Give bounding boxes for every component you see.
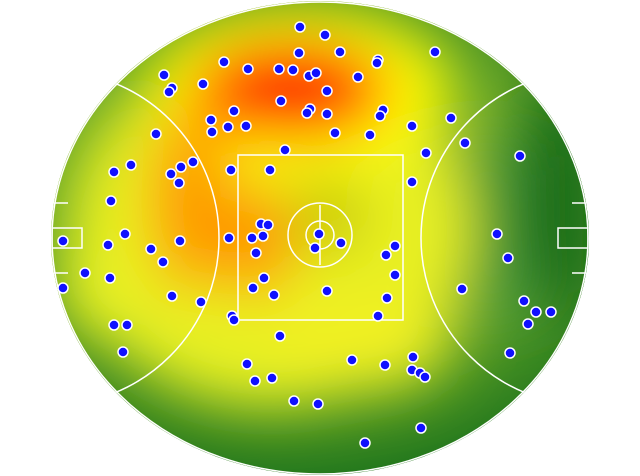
point bbox=[406, 176, 418, 188]
point bbox=[163, 86, 175, 98]
point bbox=[518, 295, 530, 307]
point bbox=[241, 358, 253, 370]
point bbox=[502, 252, 514, 264]
point bbox=[279, 144, 291, 156]
point bbox=[258, 272, 270, 284]
point bbox=[522, 318, 534, 330]
point bbox=[104, 272, 116, 284]
point bbox=[381, 292, 393, 304]
point bbox=[266, 372, 278, 384]
point bbox=[240, 120, 252, 132]
point bbox=[274, 330, 286, 342]
point bbox=[301, 107, 313, 119]
point bbox=[225, 164, 237, 176]
point bbox=[335, 237, 347, 249]
point bbox=[117, 346, 129, 358]
point bbox=[312, 398, 324, 410]
point bbox=[294, 21, 306, 33]
point bbox=[195, 296, 207, 308]
point bbox=[166, 290, 178, 302]
point bbox=[57, 282, 69, 294]
point bbox=[150, 128, 162, 140]
point bbox=[319, 29, 331, 41]
point bbox=[389, 240, 401, 252]
point bbox=[371, 57, 383, 69]
point bbox=[545, 306, 557, 318]
point bbox=[206, 126, 218, 138]
point bbox=[273, 63, 285, 75]
point bbox=[102, 239, 114, 251]
point bbox=[445, 112, 457, 124]
point bbox=[145, 243, 157, 255]
point bbox=[121, 319, 133, 331]
point bbox=[456, 283, 468, 295]
point bbox=[175, 161, 187, 173]
point bbox=[415, 422, 427, 434]
point bbox=[329, 127, 341, 139]
point bbox=[218, 56, 230, 68]
point bbox=[429, 46, 441, 58]
point bbox=[249, 375, 261, 387]
point bbox=[268, 289, 280, 301]
point bbox=[321, 85, 333, 97]
point bbox=[287, 64, 299, 76]
point bbox=[514, 150, 526, 162]
point bbox=[293, 47, 305, 59]
point bbox=[57, 235, 69, 247]
point bbox=[419, 371, 431, 383]
point bbox=[380, 249, 392, 261]
point bbox=[173, 177, 185, 189]
point bbox=[246, 232, 258, 244]
point bbox=[379, 359, 391, 371]
point bbox=[364, 129, 376, 141]
point bbox=[257, 230, 269, 242]
point bbox=[406, 120, 418, 132]
point bbox=[158, 69, 170, 81]
point bbox=[313, 228, 325, 240]
point bbox=[346, 354, 358, 366]
point bbox=[491, 228, 503, 240]
point bbox=[352, 71, 364, 83]
point bbox=[359, 437, 371, 449]
point bbox=[205, 114, 217, 126]
point bbox=[530, 306, 542, 318]
point bbox=[108, 166, 120, 178]
point bbox=[250, 247, 262, 259]
point bbox=[187, 156, 199, 168]
point bbox=[79, 267, 91, 279]
point bbox=[321, 108, 333, 120]
point bbox=[228, 105, 240, 117]
point bbox=[223, 232, 235, 244]
point bbox=[389, 269, 401, 281]
point bbox=[275, 95, 287, 107]
point bbox=[105, 195, 117, 207]
point bbox=[321, 285, 333, 297]
point bbox=[108, 319, 120, 331]
point bbox=[334, 46, 346, 58]
point bbox=[247, 282, 259, 294]
point bbox=[372, 310, 384, 322]
point bbox=[407, 351, 419, 363]
point bbox=[288, 395, 300, 407]
point bbox=[157, 256, 169, 268]
point bbox=[262, 219, 274, 231]
point bbox=[228, 314, 240, 326]
point bbox=[197, 78, 209, 90]
point bbox=[309, 242, 321, 254]
point bbox=[165, 168, 177, 180]
point bbox=[459, 137, 471, 149]
point bbox=[310, 67, 322, 79]
point bbox=[374, 110, 386, 122]
point bbox=[119, 228, 131, 240]
points bbox=[57, 21, 557, 449]
point bbox=[174, 235, 186, 247]
point bbox=[504, 347, 516, 359]
point bbox=[242, 63, 254, 75]
point bbox=[264, 164, 276, 176]
point bbox=[222, 121, 234, 133]
point bbox=[125, 159, 137, 171]
point bbox=[420, 147, 432, 159]
